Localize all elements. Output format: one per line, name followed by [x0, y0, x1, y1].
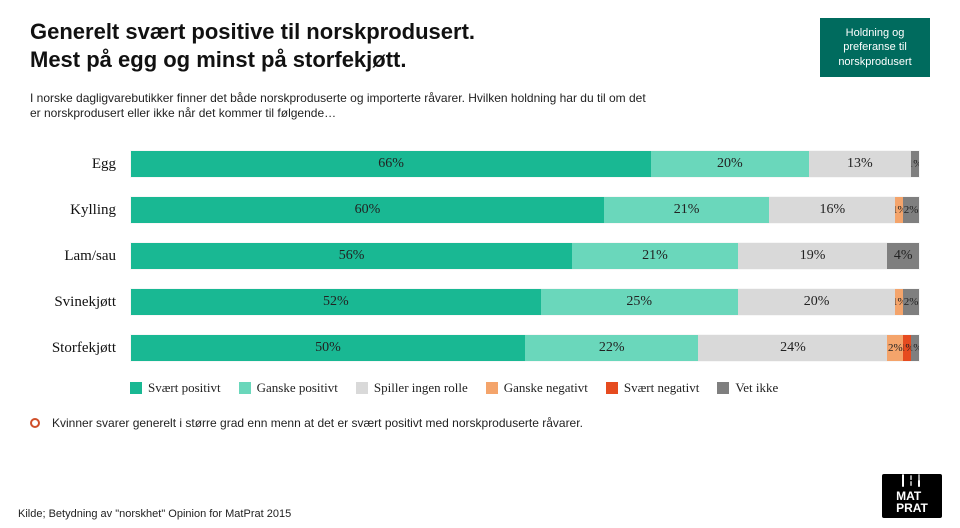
- legend-swatch: [717, 382, 729, 394]
- bar-segment: 1%: [903, 335, 911, 361]
- bar-segment: 16%: [769, 197, 895, 223]
- bar-segment: 2%: [903, 289, 919, 315]
- badge-line-2: preferanse til: [843, 41, 907, 53]
- legend-label: Vet ikke: [735, 380, 778, 396]
- header: Generelt svært positive til norskproduse…: [30, 18, 930, 77]
- legend-label: Ganske positivt: [257, 380, 338, 396]
- chart-row: Kylling60%21%16%1%2%: [40, 196, 920, 224]
- legend-label: Ganske negativt: [504, 380, 588, 396]
- legend-label: Svært positivt: [148, 380, 221, 396]
- bar-segment: 2%: [887, 335, 903, 361]
- bar-segment: 21%: [604, 197, 769, 223]
- matprat-logo: ┃╎╽ MATPRAT: [882, 474, 942, 518]
- bar-segment: 56%: [131, 243, 572, 269]
- bar-segment: 1%: [911, 151, 919, 177]
- bar-segment: 1%: [895, 289, 903, 315]
- badge-line-3: norskprodusert: [838, 56, 911, 68]
- logo-text-bottom: PRAT: [896, 501, 928, 515]
- legend-swatch: [606, 382, 618, 394]
- bar-segment: 50%: [131, 335, 525, 361]
- title-line-2: Mest på egg og minst på storfekjøtt.: [30, 47, 406, 72]
- legend-item: Ganske negativt: [486, 380, 588, 396]
- bullet-icon: [30, 418, 40, 428]
- bar-segment: 1%: [895, 197, 903, 223]
- page-root: Generelt svært positive til norskproduse…: [0, 0, 960, 528]
- footnote-text: Kvinner svarer generelt i større grad en…: [52, 416, 583, 430]
- bar-segment: 22%: [525, 335, 698, 361]
- stacked-bar-chart: Egg66%20%13%1%Kylling60%21%16%1%2%Lam/sa…: [40, 150, 920, 362]
- legend-swatch: [239, 382, 251, 394]
- legend-label: Svært negativt: [624, 380, 699, 396]
- context-badge: Holdning og preferanse til norskproduser…: [820, 18, 930, 77]
- bar-segment: 4%: [887, 243, 919, 269]
- bar-segment: 24%: [698, 335, 887, 361]
- title-line-1: Generelt svært positive til norskproduse…: [30, 19, 475, 44]
- chart-row: Storfekjøtt50%22%24%2%1%1%: [40, 334, 920, 362]
- stacked-bar: 66%20%13%1%: [130, 150, 920, 178]
- page-title: Generelt svært positive til norskproduse…: [30, 18, 475, 73]
- bar-segment: 13%: [809, 151, 911, 177]
- legend-label: Spiller ingen rolle: [374, 380, 468, 396]
- bar-segment: 20%: [738, 289, 896, 315]
- legend-item: Ganske positivt: [239, 380, 338, 396]
- bar-segment: 1%: [911, 335, 919, 361]
- stacked-bar: 56%21%19%4%: [130, 242, 920, 270]
- legend-item: Spiller ingen rolle: [356, 380, 468, 396]
- bar-segment: 2%: [903, 197, 919, 223]
- legend-swatch: [130, 382, 142, 394]
- chart-legend: Svært positivt Ganske positivt Spiller ing…: [130, 380, 930, 396]
- badge-line-1: Holdning og: [846, 27, 905, 39]
- bar-segment: 19%: [738, 243, 888, 269]
- bar-segment: 21%: [572, 243, 737, 269]
- bar-segment: 25%: [541, 289, 738, 315]
- legend-swatch: [356, 382, 368, 394]
- row-label: Egg: [40, 156, 130, 173]
- chart-row: Svinekjøtt52%25%20%1%2%: [40, 288, 920, 316]
- legend-swatch: [486, 382, 498, 394]
- logo-icon: ┃╎╽: [900, 477, 924, 488]
- stacked-bar: 60%21%16%1%2%: [130, 196, 920, 224]
- legend-item: Vet ikke: [717, 380, 778, 396]
- row-label: Lam/sau: [40, 248, 130, 265]
- chart-row: Egg66%20%13%1%: [40, 150, 920, 178]
- row-label: Svinekjøtt: [40, 294, 130, 311]
- chart-row: Lam/sau56%21%19%4%: [40, 242, 920, 270]
- footnote-row: Kvinner svarer generelt i større grad en…: [30, 416, 930, 430]
- bar-segment: 60%: [131, 197, 604, 223]
- legend-item: Svært negativt: [606, 380, 699, 396]
- bar-segment: 20%: [651, 151, 809, 177]
- bar-segment: 66%: [131, 151, 651, 177]
- stacked-bar: 50%22%24%2%1%1%: [130, 334, 920, 362]
- row-label: Storfekjøtt: [40, 340, 130, 357]
- legend-item: Svært positivt: [130, 380, 221, 396]
- source-text: Kilde; Betydning av "norskhet" Opinion f…: [18, 508, 291, 520]
- stacked-bar: 52%25%20%1%2%: [130, 288, 920, 316]
- bar-segment: 52%: [131, 289, 541, 315]
- question-text: I norske dagligvarebutikker finner det b…: [30, 91, 650, 122]
- row-label: Kylling: [40, 202, 130, 219]
